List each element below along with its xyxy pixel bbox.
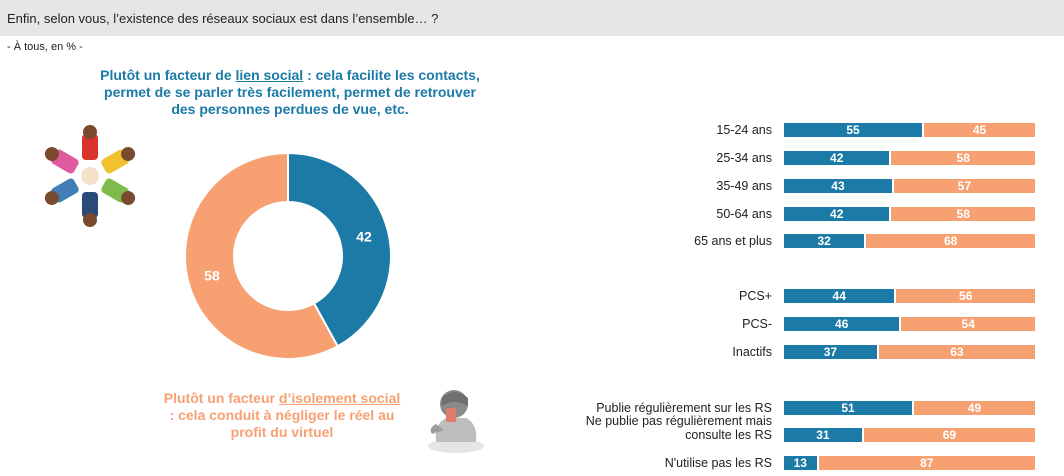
bar-category-label: Publie régulièrement sur les RS: [596, 401, 772, 415]
bar-category-label: 35-49 ans: [716, 179, 772, 193]
bar-lien-social: 13: [784, 456, 817, 470]
bar-category-label: 25-34 ans: [716, 151, 772, 165]
bar-category-label: 65 ans et plus: [694, 234, 772, 248]
bar-isolement: 54: [901, 317, 1035, 331]
bar-category-label: Ne publie pas régulièrement mais consult…: [585, 414, 772, 442]
bar-lien-social: 31: [784, 428, 862, 442]
bar-category-label: PCS+: [738, 289, 772, 303]
bar-isolement: 58: [891, 151, 1035, 165]
base-note: - À tous, en % -: [7, 41, 83, 53]
isolement-caption: Plutôt un facteur d’isolement social : c…: [162, 390, 402, 441]
caption-top-pre: Plutôt un facteur de: [100, 67, 236, 83]
bar-lien-social: 51: [784, 401, 912, 415]
bar-isolement: 87: [818, 456, 1035, 470]
bar-isolement: 57: [893, 179, 1035, 193]
bar-category-label: N'utilise pas les RS: [664, 456, 772, 470]
bar-lien-social: 32: [784, 234, 865, 248]
caption-top-post: : cela facilite les contacts, permet de …: [104, 67, 480, 117]
caption-bottom-post: : cela conduit à négliger le réel au pro…: [169, 407, 395, 440]
bar-lien-social: 37: [784, 345, 877, 359]
bar-lien-social: 42: [784, 207, 890, 221]
bar-lien-social: 42: [784, 151, 890, 165]
bar-lien-social: 55: [784, 123, 923, 137]
bar-isolement: 45: [924, 123, 1035, 137]
caption-bottom-underlined: d’isolement social: [278, 390, 401, 406]
question-text: Enfin, selon vous, l’existence des résea…: [7, 11, 439, 26]
bar-category-label: Inactifs: [732, 345, 772, 359]
bar-isolement: 63: [878, 345, 1035, 359]
bar-category-label: PCS-: [742, 317, 772, 331]
bar-isolement: 49: [914, 401, 1035, 415]
bar-isolement: 56: [896, 289, 1035, 303]
caption-top-underlined: lien social: [235, 67, 304, 83]
donut-value-label: 42: [356, 228, 372, 244]
bar-lien-social: 43: [784, 179, 892, 193]
lien-social-caption: Plutôt un facteur de lien social : cela …: [95, 67, 485, 118]
bar-category-label: 50-64 ans: [716, 207, 772, 221]
donut-slice-lien-social: [287, 151, 392, 348]
isolated-person-phone-icon: [428, 390, 484, 453]
donut-chart: 42 58: [184, 151, 392, 360]
caption-bottom-pre: Plutôt un facteur: [163, 390, 279, 406]
bar-isolement: 68: [866, 234, 1035, 248]
bar-category-label: 15-24 ans: [716, 123, 772, 137]
people-circle-icon: [44, 125, 136, 227]
bar-lien-social: 44: [784, 289, 895, 303]
donut-value-label: 58: [204, 268, 220, 284]
donut-slice-isolement: [184, 151, 339, 360]
bar-lien-social: 46: [784, 317, 900, 331]
question-bar: Enfin, selon vous, l’existence des résea…: [0, 0, 1064, 36]
bar-isolement: 69: [863, 428, 1035, 442]
bar-isolement: 58: [891, 207, 1035, 221]
